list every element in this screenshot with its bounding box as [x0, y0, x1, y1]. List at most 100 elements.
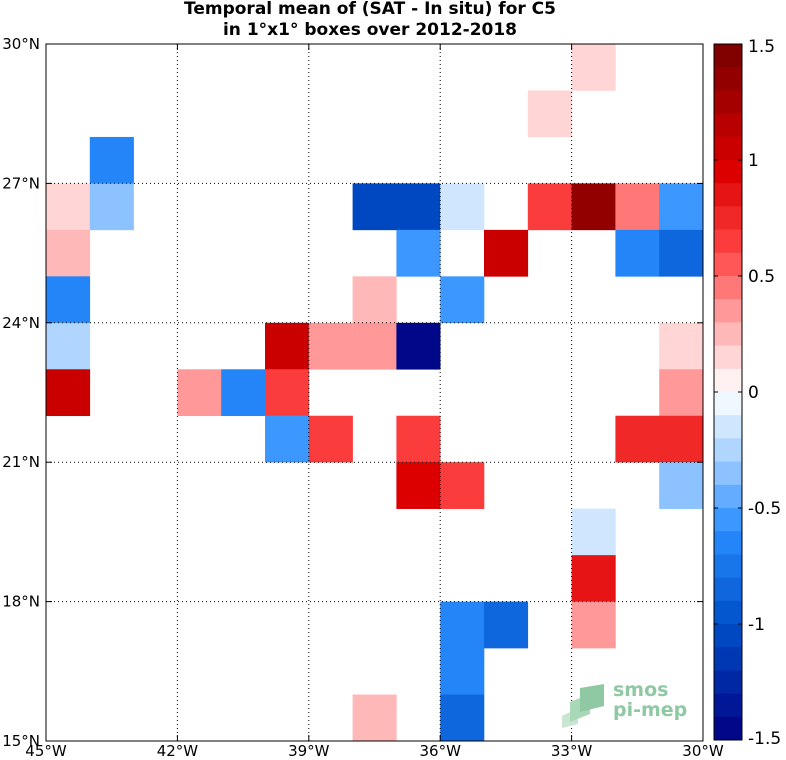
heatmap-cell — [659, 183, 704, 231]
colorbar-level — [714, 670, 742, 694]
heatmap-cell — [527, 183, 572, 231]
heatmap-cell — [615, 229, 660, 277]
colorbar-tick-label: 1 — [748, 151, 759, 171]
colorbar-level — [714, 484, 742, 509]
heatmap-cell — [46, 276, 91, 324]
heatmap-cell — [615, 415, 660, 463]
chart-subtitle: in 1°x1° boxes over 2012-2018 — [222, 20, 518, 40]
plot-frame — [45, 43, 704, 742]
y-tick-label: 18°N — [2, 593, 40, 611]
heatmap-cell — [527, 90, 572, 138]
heatmap-cell — [440, 694, 485, 742]
x-tick-label: 36°W — [419, 742, 461, 760]
chart-title: Temporal mean of (SAT - In situ) for C5 — [184, 0, 556, 19]
heatmap-cell — [352, 322, 397, 370]
colorbar-level — [714, 392, 742, 416]
colorbar-level — [714, 276, 742, 300]
y-tick-label: 30°N — [2, 35, 40, 53]
heatmap-cell — [571, 555, 616, 602]
heatmap-cell — [659, 415, 704, 463]
colorbar-level — [714, 113, 742, 138]
heatmap-cell — [265, 415, 310, 463]
heatmap-cell — [308, 415, 353, 463]
colorbar-level — [714, 345, 742, 370]
heatmap-cell — [659, 462, 704, 509]
colorbar-level — [714, 554, 742, 578]
heatmap-cell — [221, 369, 266, 417]
heatmap-cell — [46, 322, 91, 370]
heatmap-cell — [308, 322, 353, 370]
heatmap-cell — [352, 276, 397, 324]
x-tick-label: 45°W — [25, 742, 67, 760]
colorbar-level — [714, 299, 742, 323]
colorbar-level — [714, 693, 742, 718]
colorbar-level — [714, 647, 742, 671]
colorbar-tick-label: -0.5 — [748, 499, 781, 519]
colorbar-level — [714, 461, 742, 486]
heatmap-cell — [396, 322, 441, 370]
colorbar-level — [714, 206, 742, 230]
colorbar-level — [714, 322, 742, 346]
colorbar-tick-label: 0 — [748, 383, 759, 403]
colorbar-level — [714, 183, 742, 207]
colorbar-tick-label: 1.5 — [748, 37, 775, 57]
colorbar-tick-label: -1 — [748, 615, 765, 635]
y-tick-label: 27°N — [2, 174, 40, 192]
heatmap-cell — [46, 229, 91, 277]
colorbar-level — [714, 624, 742, 648]
heatmap-cell — [440, 183, 485, 231]
heatmap-cell — [440, 276, 485, 324]
heatmap-cell — [265, 322, 310, 370]
heatmap-cell — [46, 183, 91, 231]
y-tick-label: 21°N — [2, 453, 40, 471]
colorbar-level — [714, 136, 742, 161]
heatmap-cell — [571, 44, 616, 91]
colorbar-level — [714, 67, 742, 91]
colorbar-level — [714, 438, 742, 462]
heatmap-cell — [615, 183, 660, 231]
x-tick-label: 33°W — [551, 742, 593, 760]
heatmap-cell — [352, 183, 397, 231]
smos-pimep-logo — [562, 684, 604, 728]
heatmap-cell — [46, 369, 91, 417]
heatmap-cell — [571, 508, 616, 556]
colorbar-level — [714, 252, 742, 277]
colorbar-level — [714, 531, 742, 555]
colorbar-level — [714, 716, 742, 741]
colorbar-level — [714, 508, 742, 532]
heatmap-cell — [396, 183, 441, 231]
colorbar-tick-label: -1.5 — [748, 729, 781, 749]
heatmap-cell — [484, 601, 529, 649]
x-tick-label: 39°W — [288, 742, 330, 760]
heatmap-cell — [89, 183, 134, 231]
heatmap-cell — [265, 369, 310, 417]
colorbar-level — [714, 44, 742, 68]
colorbar-level — [714, 90, 742, 114]
heatmap-cell — [396, 415, 441, 463]
colorbar-level — [714, 600, 742, 625]
axes: 45°W 42°W 39°W 36°W 33°W 30°W 15°N 18°N 21°N 24°N… — [2, 35, 724, 760]
heatmap-cell — [440, 648, 485, 695]
heatmap-cell — [89, 136, 134, 184]
colorbar: 1.5 1 0.5 0 -0.5 -1 -1.5 — [713, 37, 781, 749]
y-tick-label: 24°N — [2, 314, 40, 332]
colorbar-level — [714, 577, 742, 602]
heatmap-cell — [396, 462, 441, 509]
heatmap-cell — [571, 601, 616, 649]
colorbar-level — [714, 229, 742, 254]
heatmap-cell — [571, 183, 616, 231]
x-tick-label: 30°W — [682, 742, 724, 760]
y-tick-label: 15°N — [2, 732, 40, 750]
heatmap-cell — [484, 229, 529, 277]
heatmap-cell — [352, 694, 397, 742]
colorbar-tick-label: 0.5 — [748, 267, 775, 287]
heatmap-cell — [659, 229, 704, 277]
colorbar-level — [714, 160, 742, 184]
heatmap-cell — [396, 229, 441, 277]
x-tick-label: 42°W — [157, 742, 199, 760]
heatmap-cell — [440, 462, 485, 509]
logo-text-line1: smos — [613, 679, 669, 701]
heatmap-cells — [46, 44, 704, 742]
colorbar-level — [714, 415, 742, 439]
